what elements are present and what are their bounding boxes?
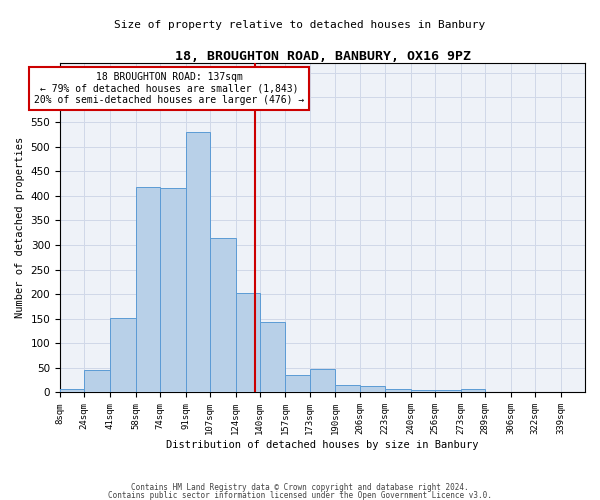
Bar: [160, 188, 185, 392]
Bar: [60, 388, 84, 392]
Bar: [110, 318, 136, 392]
Title: 18, BROUGHTON ROAD, BANBURY, OX16 9PZ: 18, BROUGHTON ROAD, BANBURY, OX16 9PZ: [175, 50, 470, 63]
Text: Contains public sector information licensed under the Open Government Licence v3: Contains public sector information licen…: [108, 491, 492, 500]
Bar: [411, 390, 435, 392]
Text: 18 BROUGHTON ROAD: 137sqm
← 79% of detached houses are smaller (1,843)
20% of se: 18 BROUGHTON ROAD: 137sqm ← 79% of detac…: [34, 72, 304, 105]
X-axis label: Distribution of detached houses by size in Banbury: Distribution of detached houses by size …: [166, 440, 479, 450]
Bar: [185, 132, 210, 392]
Bar: [84, 370, 110, 392]
Bar: [385, 388, 411, 392]
Bar: [310, 369, 335, 392]
Bar: [335, 384, 359, 392]
Bar: [210, 238, 236, 392]
Bar: [260, 322, 286, 392]
Text: Contains HM Land Registry data © Crown copyright and database right 2024.: Contains HM Land Registry data © Crown c…: [131, 484, 469, 492]
Bar: [136, 188, 160, 392]
Y-axis label: Number of detached properties: Number of detached properties: [15, 137, 25, 318]
Bar: [461, 389, 485, 392]
Bar: [236, 292, 260, 392]
Text: Size of property relative to detached houses in Banbury: Size of property relative to detached ho…: [115, 20, 485, 30]
Bar: [435, 390, 461, 392]
Bar: [359, 386, 385, 392]
Bar: [286, 376, 310, 392]
